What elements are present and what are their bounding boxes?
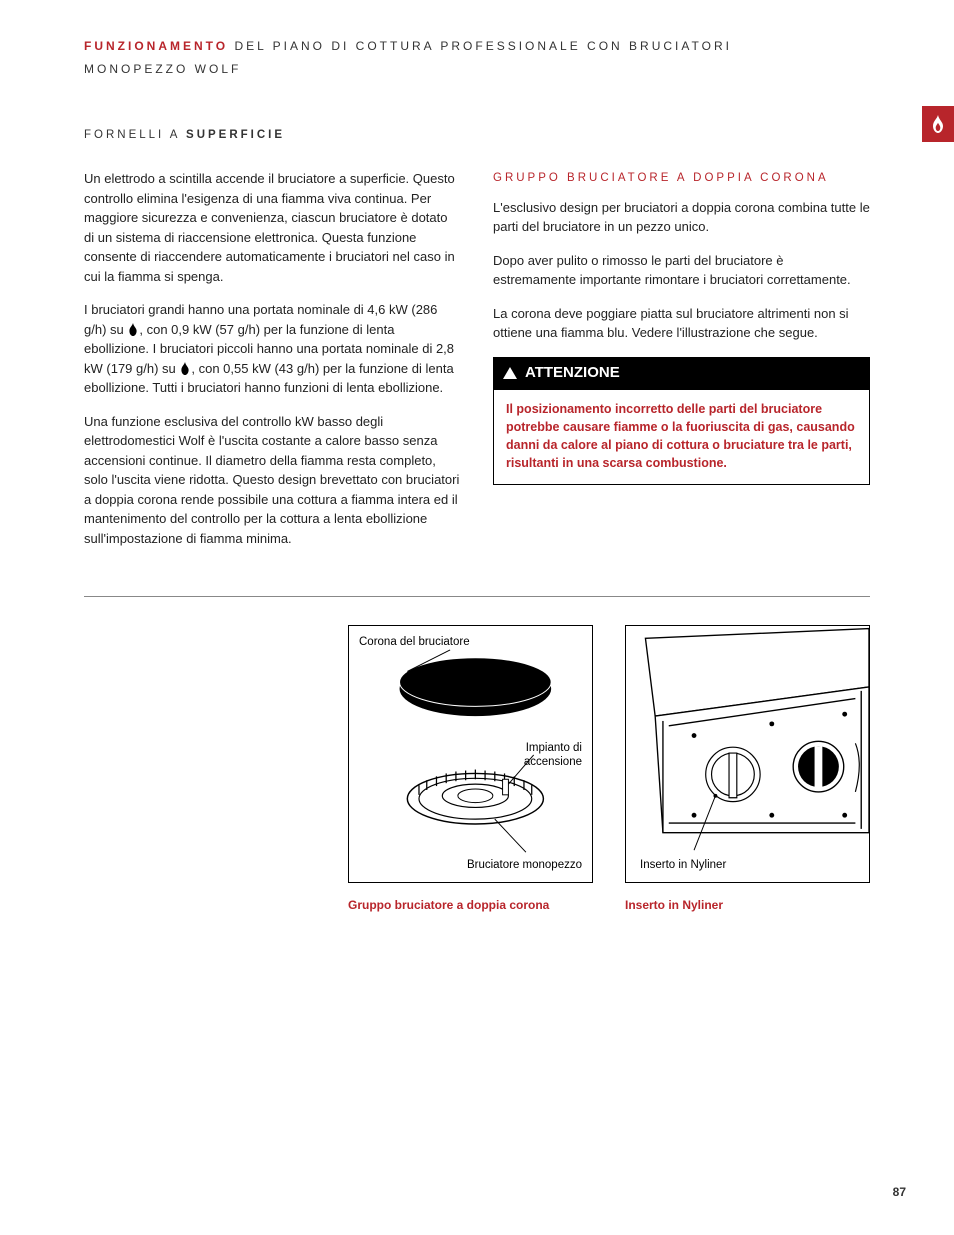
flame-icon xyxy=(179,362,191,375)
figure-label-corona: Corona del bruciatore xyxy=(359,636,470,650)
body-para: Dopo aver pulito o rimosso le parti del … xyxy=(493,251,870,290)
right-column: GRUPPO BRUCIATORE A DOPPIA CORONA L'escl… xyxy=(493,169,870,562)
section-title-prefix: FORNELLI A xyxy=(84,129,186,141)
figures-row: Corona del bruciatore Impianto di accens… xyxy=(84,625,870,914)
running-header-line2: MONOPEZZO WOLF xyxy=(84,61,870,78)
nyliner-insert-illustration xyxy=(626,626,869,882)
side-tab xyxy=(922,106,954,142)
figure-2: Inserto in Nyliner Inserto in Nyliner xyxy=(625,625,870,914)
header-rest: DEL PIANO DI COTTURA PROFESSIONALE CON B… xyxy=(228,39,732,53)
running-header-line1: FUNZIONAMENTO DEL PIANO DI COTTURA PROFE… xyxy=(84,38,870,55)
figure-1: Corona del bruciatore Impianto di accens… xyxy=(348,625,593,914)
left-column: Un elettrodo a scintilla accende il bruc… xyxy=(84,169,461,562)
warning-box: Il posizionamento incorretto delle parti… xyxy=(493,389,870,486)
figure-label-impianto2: accensione xyxy=(524,756,582,770)
figure-label-inserto: Inserto in Nyliner xyxy=(640,859,726,873)
warning-triangle-icon xyxy=(503,367,517,379)
figure-1-caption: Gruppo bruciatore a doppia corona xyxy=(348,897,593,914)
subsection-heading: GRUPPO BRUCIATORE A DOPPIA CORONA xyxy=(493,169,870,187)
body-para: I bruciatori grandi hanno una portata no… xyxy=(84,300,461,398)
body-para: L'esclusivo design per bruciatori a dopp… xyxy=(493,198,870,237)
body-para: Una funzione esclusiva del controllo kW … xyxy=(84,412,461,549)
figure-label-monopezzo: Bruciatore monopezzo xyxy=(467,859,582,873)
warning-body: Il posizionamento incorretto delle parti… xyxy=(506,400,857,473)
figure-2-caption: Inserto in Nyliner xyxy=(625,897,870,914)
warning-title-bar: ATTENZIONE xyxy=(493,357,870,389)
section-title-strong: SUPERFICIE xyxy=(186,129,285,141)
figure-label-impianto1: Impianto di xyxy=(526,742,582,756)
body-columns: Un elettrodo a scintilla accende il bruc… xyxy=(84,169,870,562)
flame-icon xyxy=(127,323,139,336)
horizontal-rule xyxy=(84,596,870,597)
header-strong: FUNZIONAMENTO xyxy=(84,39,228,53)
warning-title: ATTENZIONE xyxy=(525,362,620,384)
flame-icon xyxy=(931,115,945,133)
page-root: FUNZIONAMENTO DEL PIANO DI COTTURA PROFE… xyxy=(0,0,954,955)
figure-1-frame: Corona del bruciatore Impianto di accens… xyxy=(348,625,593,883)
page-number: 87 xyxy=(893,1184,906,1201)
body-para: La corona deve poggiare piatta sul bruci… xyxy=(493,304,870,343)
section-title: FORNELLI A SUPERFICIE xyxy=(84,127,870,144)
body-para: Un elettrodo a scintilla accende il bruc… xyxy=(84,169,461,286)
figure-2-frame: Inserto in Nyliner xyxy=(625,625,870,883)
